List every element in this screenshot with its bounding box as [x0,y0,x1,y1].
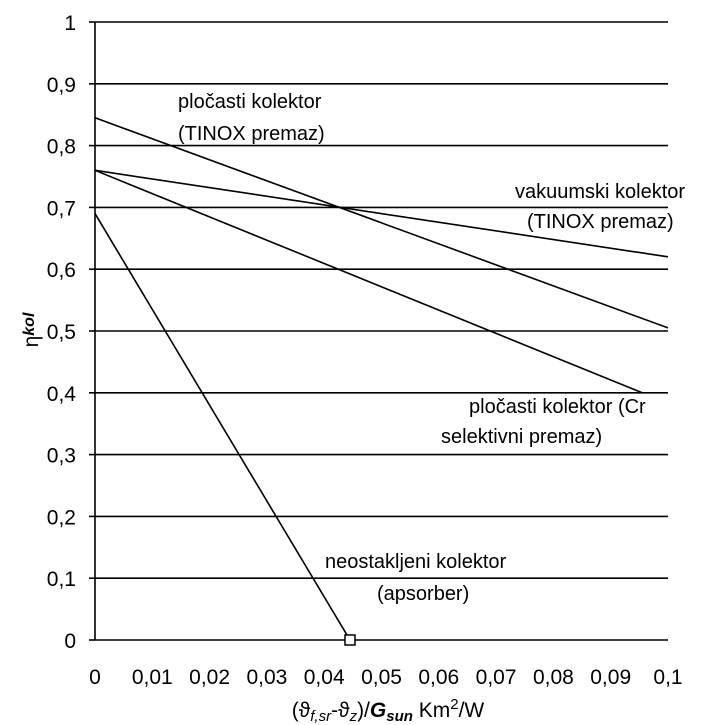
annotation-text: selektivni premaz) [441,426,602,448]
annotation-neostakljeni: neostakljeni kolektor (apsorber) [325,551,507,605]
annotation-text: (apsorber) [377,583,469,605]
series-line-1 [94,117,669,329]
annotation-text: pločasti kolektor [178,91,322,113]
gridlines [89,21,668,641]
annotation-vakuumski: vakuumski kolektor (TINOX premaz) [515,181,685,233]
series-lines [94,117,669,641]
annotation-text: neostakljeni kolektor [325,551,507,573]
annotation-text: vakuumski kolektor [515,181,685,203]
x-tick-label: 0,1 [653,666,682,689]
annotation-text: (TINOX premaz) [527,211,674,233]
markers [344,634,356,646]
x-tick-label: 0,08 [533,666,574,689]
x-tick-label: 0,05 [361,666,402,689]
y-tick-labels: 0 0,1 0,2 0,3 0,4 0,5 0,6 0,7 0,8 0,9 1 [47,12,77,653]
y-tick-label: 0,2 [47,506,76,529]
annotation-text: pločasti kolektor (Cr [469,396,646,418]
series-line-2 [94,169,669,258]
y-tick-label: 0,3 [47,445,76,468]
series-line-4 [94,213,351,641]
x-tick-labels: 0 0,01 0,02 0,03 0,04 0,05 0,06 0,07 0,08 0,09 0,1 [89,666,682,689]
y-tick-label: 0,5 [47,321,76,344]
x-tick-label: 0,01 [132,666,173,689]
annotation-plocasti-tinox: pločasti kolektor (TINOX premaz) [178,91,325,145]
y-tick-label: 0,6 [47,259,76,282]
x-tick-label: 0,09 [590,666,631,689]
x-tick-label: 0,06 [418,666,459,689]
y-axis-title: ηkol [20,312,43,347]
data-marker-square [344,634,356,646]
x-tick-label: 0,04 [304,666,345,689]
annotation-plocasti-cr: pločasti kolektor (Cr selektivni premaz) [441,396,646,448]
annotation-text: (TINOX premaz) [178,123,325,145]
x-tick-label: 0,03 [246,666,287,689]
y-tick-label: 1 [64,12,76,35]
y-tick-label: 0,4 [47,383,77,406]
x-axis-title: (ϑf,sr-ϑz)/Gsun Km2/W [292,696,485,725]
y-tick-label: 0 [64,630,76,653]
y-tick-label: 0,9 [47,74,76,97]
y-tick-label: 0,1 [47,568,76,591]
y-tick-label: 0,7 [47,197,76,220]
series-line-3 [94,169,643,394]
x-tick-label: 0 [89,666,101,689]
x-tick-label: 0,02 [189,666,230,689]
y-tick-label: 0,8 [47,136,76,159]
x-tick-label: 0,07 [476,666,517,689]
